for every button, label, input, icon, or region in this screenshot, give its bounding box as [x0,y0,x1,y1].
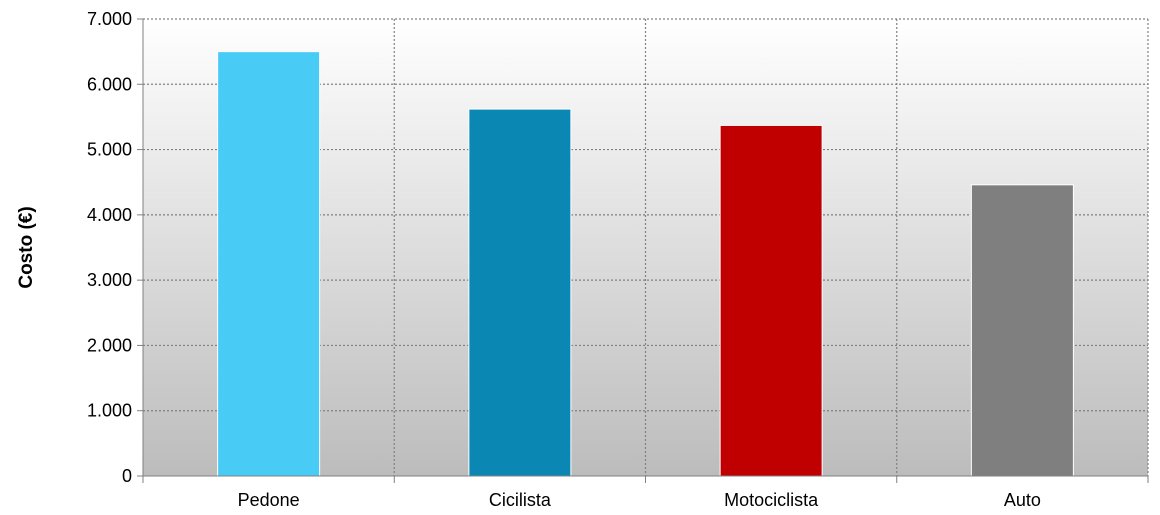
bar-cicilista [468,108,572,477]
y-tick-label: 1.000 [87,401,132,421]
bars [217,51,1074,477]
x-tick-label: Auto [1004,490,1041,510]
axes [137,18,1149,483]
x-tick-label: Motociclista [724,490,819,510]
bar-motociclista [719,124,823,477]
y-tick-label: 2.000 [87,335,132,355]
bar-pedone [217,51,321,477]
y-tick-label: 7.000 [87,9,132,29]
y-tick-label: 5.000 [87,140,132,160]
y-axis-label: Costo (€) [16,206,37,288]
y-tick-label: 0 [122,466,132,486]
bar-auto [970,184,1074,477]
y-tick-label: 3.000 [87,270,132,290]
y-tick-label: 4.000 [87,205,132,225]
x-tick-label: Pedone [238,490,300,510]
x-tick-labels: Pedone Cicilista Motociclista Auto [238,490,1041,510]
x-tick-label: Cicilista [489,490,552,510]
y-tick-labels: 0 1.000 2.000 3.000 4.000 5.000 6.000 7.000 [87,9,132,486]
y-tick-label: 6.000 [87,74,132,94]
